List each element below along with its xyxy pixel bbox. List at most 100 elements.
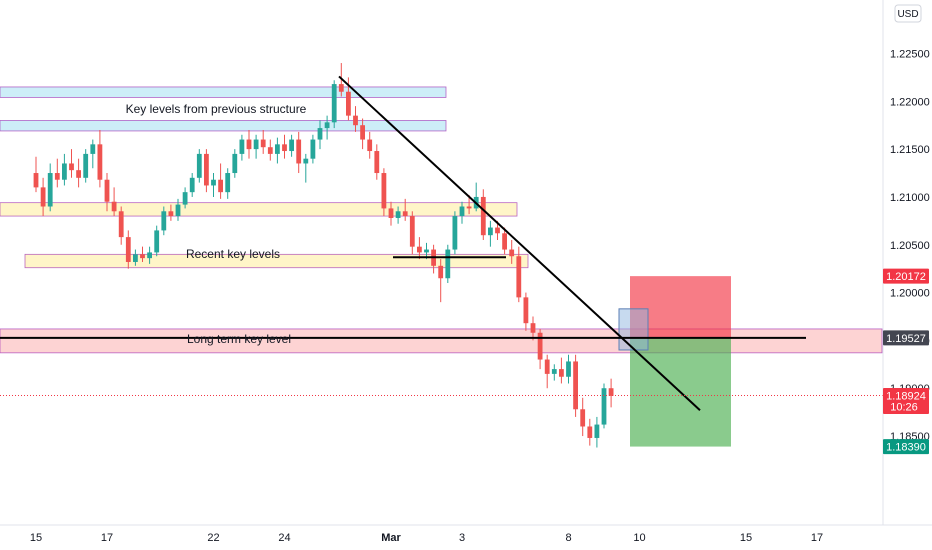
candle-body [246,139,252,150]
price-tick-label: 1.21000 [890,192,930,204]
candle-body [54,173,60,180]
date-tick-label: 15 [740,532,752,544]
candle-body [445,249,451,279]
trendline[interactable] [338,75,701,411]
key-level-zone[interactable] [0,328,883,354]
candle-body [282,144,287,152]
price-tag-background [883,439,929,455]
price-tag: 1.18390 [883,439,929,455]
key-level-zone[interactable] [0,202,518,217]
candle-body [466,206,472,209]
candle-body [118,211,124,238]
date-tick-label: 17 [811,532,823,544]
candle-body [516,256,522,298]
candle-body [218,179,223,193]
candle-body [253,139,259,150]
price-tag-text: 1.20172 [886,271,926,283]
candle-body [381,173,387,209]
key-level-zone[interactable] [0,120,447,132]
candle-body [338,84,344,92]
candle-body [417,246,422,253]
candle-body [317,128,323,140]
candle-body [509,249,515,257]
candle-body [310,139,316,159]
candle-body [587,426,593,438]
candle-body [438,265,444,279]
candle-body [168,211,174,217]
candle-body [204,153,209,186]
candle-body [83,153,89,178]
candle-body [551,369,557,374]
candle-body [566,361,571,377]
candle-body [189,177,195,193]
price-tick-label: 1.22500 [890,48,930,60]
price-tag-background [883,330,929,346]
price-tag: 1.19527 [883,330,929,346]
candle-body [275,144,280,154]
drawn-lines [0,75,883,411]
candle-body [211,179,216,186]
candle-body [62,163,67,180]
entry-marker-box[interactable] [618,308,649,351]
date-tick-label: 8 [565,532,571,544]
candle-body [424,249,429,253]
candle-body [495,227,500,234]
candle-body [140,254,145,259]
candle-body [133,254,138,262]
candle-body [182,192,188,205]
price-tag: 1.20172 [883,268,929,284]
candle-body [47,173,53,207]
candle-body [573,361,578,410]
candle-body [260,139,266,148]
candle-body [594,424,600,438]
candle-body [161,211,167,231]
candle-body [267,147,273,154]
candle-body [452,216,458,250]
candle-body [175,204,181,217]
candle-body [196,153,202,178]
key-level-zone[interactable] [0,86,447,98]
candle-body [360,125,365,140]
candle-body [601,388,607,425]
candle-body [374,151,380,174]
candle-body [111,201,117,212]
time-axis: 15 17 22 24 Mar 3 8 10 15 17 [30,532,823,544]
candle-body [225,173,231,193]
price-tick-label: 1.21500 [890,144,930,156]
candle-body [459,206,465,217]
date-tick-label: 3 [459,532,465,544]
candle-body [303,158,309,164]
date-tick-label: 24 [278,532,290,544]
date-tick-label: 10 [633,532,645,544]
candle-body [367,139,373,152]
currency-label: USD [897,9,918,20]
candle-body [530,323,536,333]
currency-badge[interactable]: USD [894,4,922,23]
price-axis: 1.22500 1.22000 1.21500 1.21000 1.20500 1.200… [890,48,930,443]
short-position-tool [618,276,731,447]
candle-body [409,216,415,247]
price-tick-label: 1.20000 [890,288,930,300]
date-tick-label: Mar [381,532,401,544]
candle-body [33,173,39,188]
candle-body [559,369,564,377]
price-tick-label: 1.22000 [890,96,930,108]
candle-body [608,388,614,396]
candle-body [523,297,529,324]
date-tick-label: 22 [207,532,219,544]
price-tag-background [883,268,929,284]
key-levels-label: Key levels from previous structure [126,102,307,116]
candle-body [537,332,543,360]
candle-body [289,139,294,152]
candle-body [40,187,46,207]
candle-body [125,237,131,262]
candle-body [346,91,351,116]
candle-body [239,139,245,154]
candle-body [580,409,586,427]
candle-body [97,144,103,180]
candle-body [296,139,302,164]
